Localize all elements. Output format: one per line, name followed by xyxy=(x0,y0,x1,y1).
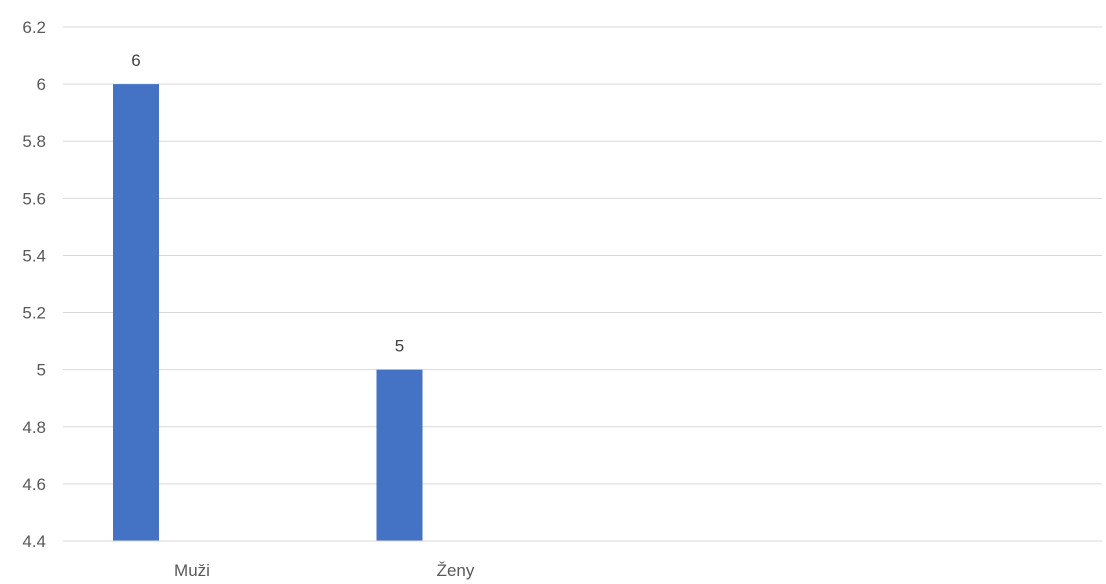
y-tick-label: 5.4 xyxy=(22,246,46,265)
y-tick-label: 4.4 xyxy=(22,532,46,551)
y-tick-label: 4.8 xyxy=(22,418,46,437)
data-label: 5 xyxy=(395,337,404,356)
gridlines xyxy=(63,26,1102,485)
bars xyxy=(113,84,423,541)
bar xyxy=(376,369,423,541)
x-category-label: Muži xyxy=(174,561,210,580)
y-tick-label: 6 xyxy=(37,75,46,94)
y-tick-label: 5 xyxy=(37,361,46,380)
data-labels: 65 xyxy=(131,51,404,356)
y-axis-tick-labels: 4.4 4.6 4.8 5 5.2 5.4 5.6 5.8 6 6.2 xyxy=(22,18,46,551)
y-tick-label: 5.6 xyxy=(22,189,46,208)
bar xyxy=(113,84,159,541)
x-axis-category-labels: Muži Ženy xyxy=(174,561,475,580)
y-tick-label: 4.6 xyxy=(22,475,46,494)
data-label: 6 xyxy=(131,51,140,70)
y-tick-label: 5.2 xyxy=(22,304,46,323)
x-category-label: Ženy xyxy=(437,561,475,580)
y-tick-label: 5.8 xyxy=(22,132,46,151)
y-tick-label: 6.2 xyxy=(22,18,46,37)
